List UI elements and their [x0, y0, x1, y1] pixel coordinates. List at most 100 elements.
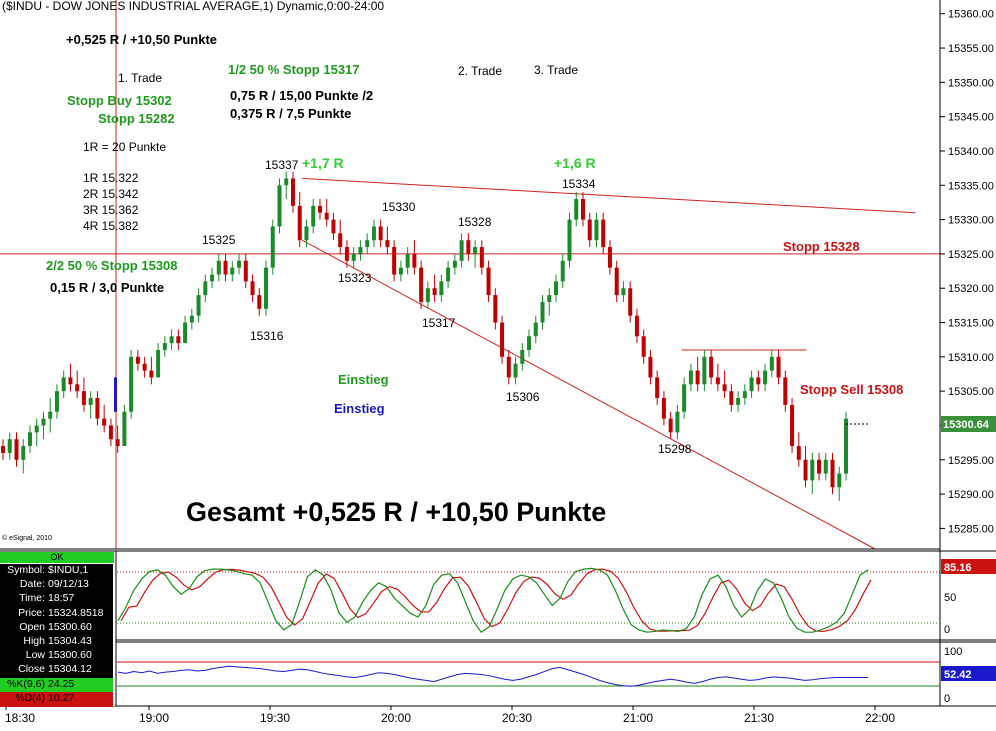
info-row: Price: 15324.8518	[0, 606, 113, 622]
info-value: 15300.60	[48, 620, 92, 633]
candle	[736, 391, 741, 412]
trade1-half-stop: 1/2 50 % Stopp 15317	[228, 62, 360, 77]
candle	[452, 253, 457, 275]
candle	[769, 349, 774, 378]
info-key: Date:	[19, 578, 45, 591]
candle	[776, 349, 781, 385]
candle	[344, 240, 349, 268]
ok-button[interactable]: OK	[0, 552, 114, 563]
candle	[628, 281, 633, 323]
candle	[358, 240, 363, 261]
y-tick-label: 15330.00	[948, 215, 994, 227]
level-15298: 15298	[658, 442, 692, 456]
level-15323: 15323	[338, 271, 372, 285]
trade-result-3: 0,15 R / 3,0 Punkte	[50, 280, 164, 295]
candle	[560, 253, 565, 289]
candle	[203, 274, 208, 302]
y-tick-label: 15315.00	[948, 318, 994, 330]
candle	[122, 404, 127, 447]
candle	[142, 356, 147, 378]
candle	[466, 233, 471, 261]
trade2-label: 2. Trade	[458, 64, 502, 78]
stoch-tick-mid: 50	[944, 592, 956, 604]
level-15316: 15316	[250, 329, 284, 343]
trade3-label: 3. Trade	[534, 63, 578, 77]
candle	[351, 247, 356, 268]
candle	[183, 315, 188, 344]
trend-line-resistance	[302, 177, 916, 214]
r-16: +1,6 R	[554, 155, 596, 171]
stoch-tick-low: 0	[944, 624, 950, 636]
candle	[540, 295, 545, 330]
candle	[500, 315, 505, 364]
info-value: 15304.12	[48, 663, 92, 676]
info-key: Price:	[18, 606, 45, 619]
info-value: 15304.43	[48, 635, 92, 647]
candle	[473, 240, 478, 268]
x-tick-label: 20:00	[381, 711, 411, 725]
candle	[587, 212, 592, 248]
y-tick-label: 15355.00	[948, 43, 994, 55]
einstieg-green: Einstieg	[338, 372, 389, 387]
info-key: Open	[19, 620, 45, 633]
high-15337: 15337	[265, 158, 299, 172]
candle	[621, 281, 626, 302]
candle	[27, 425, 32, 453]
candle	[297, 192, 302, 248]
info-row: %K(9,6) 24.25	[0, 677, 113, 693]
level-15330: 15330	[382, 200, 416, 214]
y-tick-label: 15290.00	[948, 489, 994, 501]
rsi-tick-low: 0	[944, 693, 950, 705]
candle	[695, 356, 700, 392]
info-value: 15300.60	[48, 649, 92, 662]
candle	[405, 247, 410, 275]
candle	[264, 260, 269, 316]
candle	[34, 418, 39, 447]
candle	[378, 219, 383, 248]
candle	[149, 356, 154, 385]
info-row: Close 15304.12	[0, 663, 113, 679]
info-key: %K(9,6)	[7, 677, 45, 690]
trade1-label: 1. Trade	[118, 71, 162, 85]
candle	[790, 398, 795, 453]
info-row: Date: 09/12/13	[0, 578, 113, 594]
candle	[54, 384, 59, 419]
rsi-tick-mid: 52.42	[944, 669, 972, 681]
info-row: Open 15300.60	[0, 620, 113, 636]
candle	[398, 260, 403, 282]
x-tick-label: 21:00	[623, 711, 653, 725]
candle	[216, 253, 221, 282]
info-value: 10.27	[48, 691, 75, 704]
candle	[257, 288, 262, 316]
candle	[648, 349, 653, 385]
candle	[479, 240, 484, 275]
candle	[311, 199, 316, 234]
candle	[567, 212, 572, 268]
candle	[277, 178, 282, 234]
chart-title: ($INDU - DOW JONES INDUSTRIAL AVERAGE,1)…	[2, 0, 384, 13]
r-17: +1,7 R	[302, 155, 344, 171]
candle	[176, 329, 181, 350]
stoch-k-line	[117, 567, 869, 634]
total-summary: Gesamt +0,525 R / +10,50 Punkte	[186, 497, 606, 527]
stoch-d-line	[120, 568, 872, 633]
stopp-sell: Stopp Sell 15308	[800, 382, 903, 397]
candle	[324, 199, 329, 227]
candle	[823, 452, 828, 481]
candle	[837, 466, 842, 501]
info-row: %D(4) 10.27	[0, 691, 113, 707]
x-tick-label: 18:30	[5, 711, 35, 725]
candle	[709, 349, 714, 385]
candle	[547, 288, 552, 316]
candle	[533, 315, 538, 344]
info-panel: OK Symbol: $INDU,1 Date: 09/12/13 Time: 18:57…	[0, 552, 115, 707]
r-definition: 1R = 20 Punkte	[83, 140, 166, 154]
r-level-1: 1R 15.322	[83, 171, 139, 185]
candle	[439, 274, 444, 302]
summary-top: +0,525 R / +10,50 Punkte	[66, 32, 217, 47]
copyright: © eSignal, 2010	[2, 534, 52, 542]
candle	[102, 404, 107, 433]
info-value: 09/12/13	[48, 578, 89, 591]
candle	[250, 274, 255, 302]
